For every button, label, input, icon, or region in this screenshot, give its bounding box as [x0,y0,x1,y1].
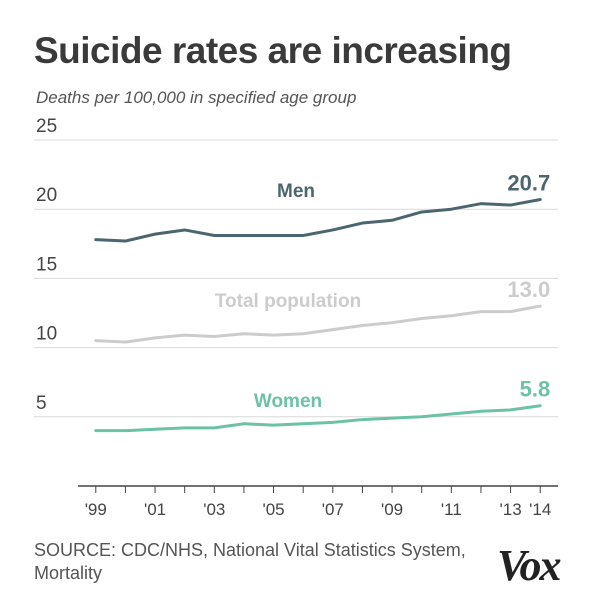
series-name-women: Women [254,391,322,412]
series-end-value-total: 13.0 [507,277,550,302]
chart-subtitle: Deaths per 100,000 in specified age grou… [36,88,357,107]
series-line-women [94,404,542,433]
series-end-value-men: 20.7 [507,171,550,196]
y-tick-label: 10 [36,324,57,345]
series-line-total [94,304,542,344]
series-name-men: Men [277,181,315,202]
gridlines [34,139,558,418]
y-tick-label: 25 [36,116,57,137]
series-lines [94,198,542,433]
y-tick-label: 5 [36,393,47,414]
x-tick-label: '13 [500,500,522,519]
x-tick-label: '07 [322,500,344,519]
x-tick-label: '01 [144,500,166,519]
x-tick-label: '03 [203,500,225,519]
y-tick-label: 20 [36,185,57,206]
x-tick-label: '05 [262,500,284,519]
vox-logo: Vox [497,541,562,590]
y-tick-label: 15 [36,254,57,275]
series-end-value-women: 5.8 [520,377,551,402]
series-name-total: Total population [215,291,361,312]
x-tick-label: '99 [85,500,107,519]
x-tick-label: '14 [529,500,551,519]
axes: 5 10 15 20 25 '99 '01 '03 '05 '07 '09 '11 '13 '14 [36,116,558,519]
series-line-men [94,198,542,243]
x-tick-label: '09 [381,500,403,519]
source-note: SOURCE: CDC/NHS, National Vital Statisti… [34,540,466,583]
chart-title: Suicide rates are increasing [34,30,512,71]
x-tick-label: '11 [441,500,462,519]
series-labels: Men 20.7 Total population 13.0 Women 5.8 [215,171,550,412]
